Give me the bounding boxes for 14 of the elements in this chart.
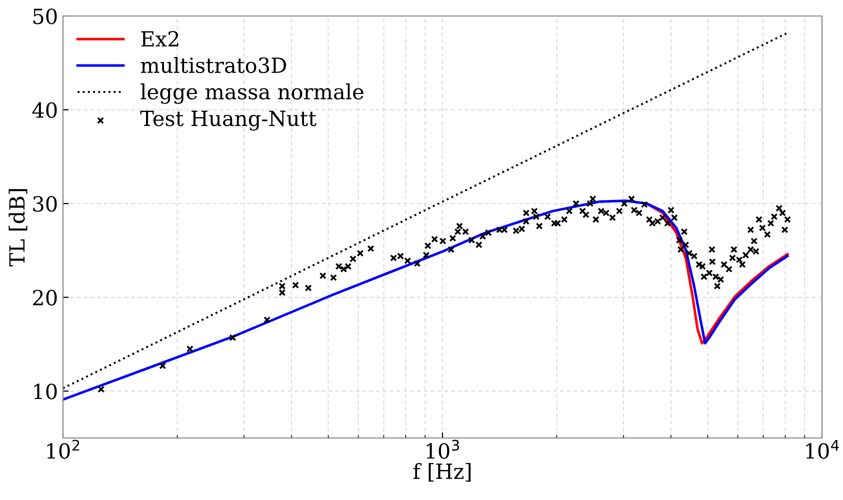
- y-tick-label: 20: [33, 290, 57, 306]
- legend-label: Ex2: [141, 30, 178, 46]
- x-axis-title: f [Hz]: [413, 463, 471, 482]
- legend-label: Test Huang-Nutt: [140, 110, 316, 131]
- legend-label: multistrato3D: [140, 56, 286, 74]
- x-tick-label: 10$^{3}$: [426, 440, 459, 459]
- y-tick-label: 30: [33, 196, 57, 212]
- y-tick-label: 10: [34, 384, 57, 400]
- x-tick-label: 10$^{4}$: [806, 440, 839, 459]
- x-tick-label: 10$^{2}$: [47, 440, 80, 459]
- y-tick-label: 50: [33, 8, 57, 24]
- y-axis-title: TL [dB]: [8, 189, 28, 266]
- y-tick-label: 40: [32, 102, 57, 118]
- legend-label: legge massa normale: [140, 83, 364, 104]
